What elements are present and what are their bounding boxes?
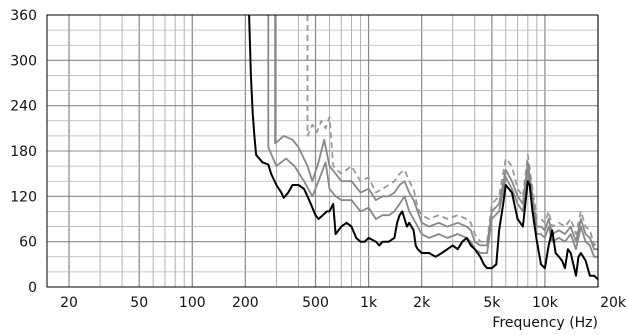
x-tick-label: 2k — [413, 295, 431, 311]
series-line-4 — [248, 15, 598, 281]
x-tick-label: 5k — [483, 295, 501, 311]
grid — [47, 14, 599, 288]
y-tick-label: 240 — [10, 99, 37, 115]
y-tick-label: 180 — [10, 144, 37, 160]
series-layer — [248, 15, 598, 281]
y-tick-label: 60 — [19, 235, 37, 251]
x-axis-label: Frequency (Hz) — [492, 315, 598, 331]
x-tick-label: 200 — [232, 295, 259, 311]
y-tick-label: 0 — [28, 280, 37, 296]
x-tick-label: 1k — [360, 295, 378, 311]
y-tick-label: 300 — [10, 53, 37, 69]
y-tick-label: 120 — [10, 189, 37, 205]
plot-frame — [46, 14, 599, 288]
x-tick-label: 20 — [60, 295, 78, 311]
x-tick-label: 50 — [130, 295, 148, 311]
x-tick-label: 10k — [532, 295, 559, 311]
series-line-1 — [306, 15, 598, 247]
x-tick-label: 100 — [179, 295, 206, 311]
x-tick-label: 500 — [302, 295, 329, 311]
y-tick-label: 360 — [10, 8, 37, 24]
y-tick-labels: 0 60 120 180 240 300 360 — [10, 8, 37, 296]
series-line-3 — [267, 15, 598, 258]
x-tick-labels: 20 50 100 200 500 1k 2k 5k 10k 20k — [60, 295, 627, 311]
x-tick-label: 20k — [600, 295, 627, 311]
